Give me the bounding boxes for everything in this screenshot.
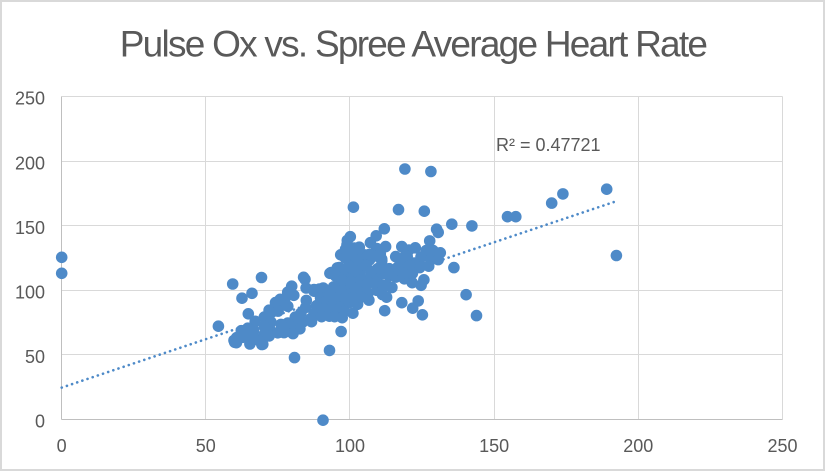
svg-text:R² = 0.47721: R² = 0.47721	[496, 135, 601, 155]
svg-text:200: 200	[15, 153, 45, 173]
svg-text:150: 150	[479, 436, 509, 456]
svg-text:0: 0	[57, 436, 67, 456]
svg-text:100: 100	[15, 283, 45, 303]
svg-text:100: 100	[335, 436, 365, 456]
svg-text:250: 250	[767, 436, 797, 456]
svg-text:Pulse Ox vs. Spree Average Hea: Pulse Ox vs. Spree Average Heart Rate	[120, 24, 707, 65]
svg-text:50: 50	[25, 347, 45, 367]
svg-text:250: 250	[15, 89, 45, 109]
svg-text:0: 0	[35, 412, 45, 432]
svg-text:150: 150	[15, 218, 45, 238]
svg-text:200: 200	[623, 436, 653, 456]
svg-text:50: 50	[196, 436, 216, 456]
